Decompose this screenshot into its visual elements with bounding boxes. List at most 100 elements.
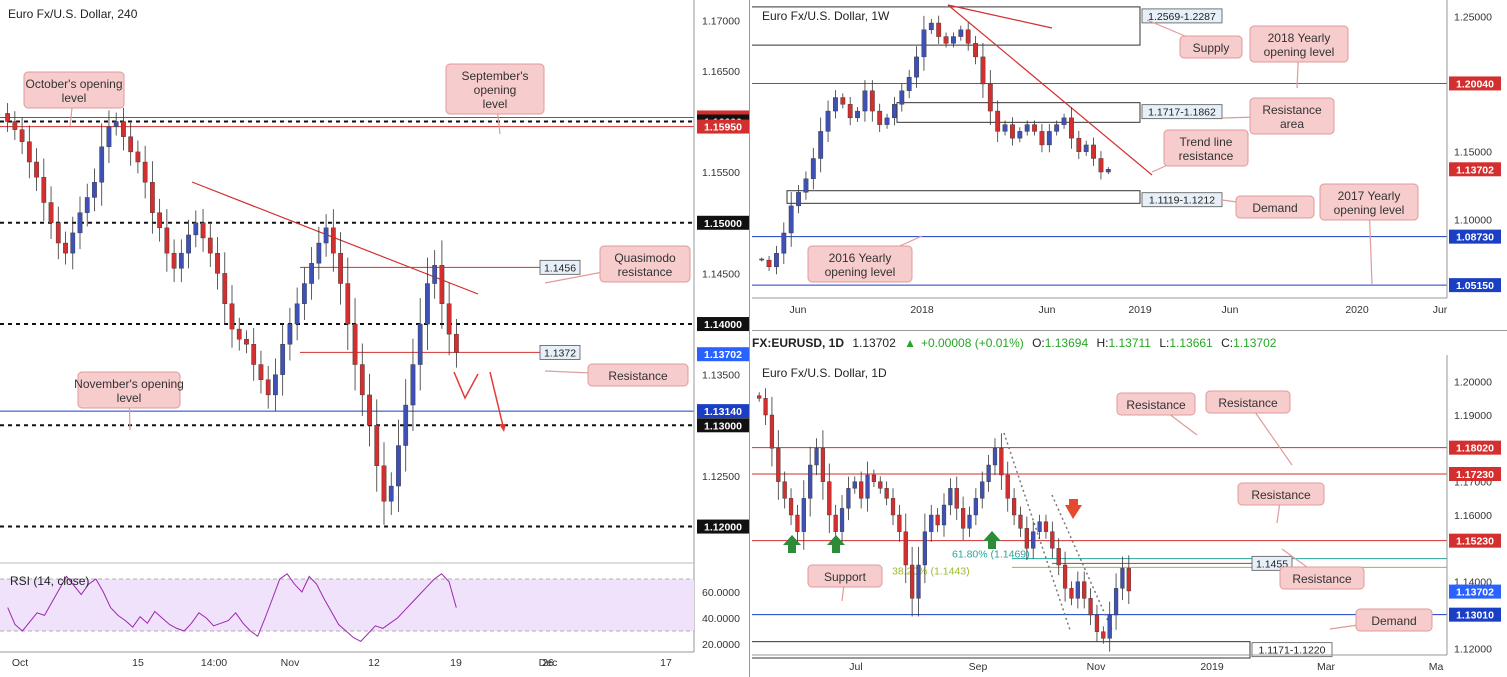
chart-1d-candle <box>814 448 819 466</box>
y-tick-4h: 1.15500 <box>702 167 740 179</box>
chart-1d-candle <box>871 474 877 482</box>
chart-1w-candle <box>892 104 897 119</box>
chart-1w-candle <box>759 258 765 261</box>
callout-support: Support <box>824 570 867 584</box>
chart-1w-candle <box>980 56 986 85</box>
chart-1d-candle <box>1088 598 1093 616</box>
chart-4h-candle <box>359 364 365 396</box>
chart-1w-candle <box>1039 131 1045 146</box>
chart-4h-candle <box>374 425 380 467</box>
x-tick-1d: Mar <box>1317 661 1336 673</box>
red-arrow-icon <box>453 371 479 400</box>
callout-quasimodo: Quasimodo resistance <box>614 251 676 279</box>
y-tick-4h: 1.13500 <box>702 370 740 382</box>
chart-1w-candle <box>987 83 993 112</box>
x-tick-4h: Oct <box>12 657 28 669</box>
chart-4h-title: Euro Fx/U.S. Dollar, 240 <box>8 7 138 21</box>
price-tag-1w-bg <box>1449 162 1501 177</box>
callout-demand-1w: Demand <box>1252 201 1297 215</box>
chart-1w-candle <box>877 110 883 125</box>
chart-1w-candle <box>833 97 838 112</box>
price-tag-4h: 1.14000 <box>704 319 742 331</box>
zone-label-1w: 1.1119-1.1212 <box>1149 195 1215 207</box>
quote-up-icon: ▲ <box>904 336 916 350</box>
chart-1d-candle <box>776 448 781 482</box>
zone-label-bg-1w <box>1141 192 1223 208</box>
chart-1w-panel[interactable]: Euro Fx/U.S. Dollar, 1W 1.2569-1.2287 1.17… <box>752 0 1507 331</box>
chart-1w-candle <box>951 36 956 44</box>
chart-4h-candle <box>63 242 68 254</box>
price-tag-1w-bg <box>1449 229 1501 244</box>
chart-1d-candle <box>992 448 998 466</box>
zone-label-1w: 1.1717-1.1862 <box>1148 107 1216 119</box>
callout-2017-yearly-box <box>1319 183 1419 221</box>
chart-4h-candle <box>454 333 459 353</box>
chart-4h-candle <box>135 151 141 163</box>
chart-4h-panel[interactable]: Euro Fx/U.S. Dollar, 240 1.1456 1.1372 1.17… <box>0 0 750 677</box>
chart-4h-candle <box>99 146 105 183</box>
chart-4h-candle <box>5 113 10 122</box>
chart-4h-candle <box>244 339 249 345</box>
chart-1d-candle <box>1037 521 1042 532</box>
x-tick-1d: Nov <box>1087 661 1106 673</box>
chart-4h-candle <box>70 232 76 254</box>
chart-1w-candle <box>847 104 853 119</box>
chart-1d-candle <box>973 498 978 516</box>
chart-4h-candle <box>12 121 18 130</box>
chart-1d-candle <box>769 414 775 449</box>
callout-supply: Supply <box>1193 41 1230 55</box>
callout-2017-yearly: 2017 Yearly opening level <box>1334 189 1405 217</box>
callout-november-box <box>77 371 181 409</box>
chart-4h-candle <box>323 227 329 244</box>
callout-2018-yearly-box <box>1249 25 1349 63</box>
callout-september-box <box>445 63 545 115</box>
chart-4h-candle <box>171 252 177 269</box>
chart-1w-candle <box>1083 144 1089 152</box>
chart-1w[interactable]: Euro Fx/U.S. Dollar, 1W 1.2569-1.2287 1.17… <box>752 0 1507 330</box>
chart-1d-candle <box>1043 521 1049 532</box>
trend-line-1w <box>947 4 1053 29</box>
chart-1d-candle <box>1101 631 1106 639</box>
chart-1d-candle <box>795 514 800 532</box>
y-tick-4h: 1.17000 <box>702 15 740 27</box>
chart-4h-candle <box>121 121 126 137</box>
quote-high-label: H: <box>1096 336 1109 350</box>
chart-4h-candle <box>106 126 112 148</box>
chart-1d-candle <box>852 481 857 489</box>
chart-4h-candle <box>446 303 452 335</box>
chart-1d-candle <box>961 508 966 529</box>
chart-1w-candle <box>1105 169 1111 173</box>
chart-1d-candle <box>948 488 953 506</box>
zone-box-1w <box>896 102 1141 123</box>
chart-4h-candle <box>302 283 307 304</box>
price-tag-1d-bg <box>1449 584 1501 599</box>
chart-1w-candle <box>1024 124 1030 132</box>
chart-4h[interactable]: Euro Fx/U.S. Dollar, 240 1.1456 1.1372 1.17… <box>0 0 749 677</box>
price-tag-1w: 1.08730 <box>1456 232 1494 244</box>
chart-1d-candle <box>1113 588 1119 616</box>
chart-4h-candle <box>417 323 423 365</box>
x-tick-1w: Jun <box>790 304 807 316</box>
chart-1w-candle <box>840 97 846 105</box>
fib-leg-1d <box>1003 432 1071 631</box>
chart-1w-candle <box>973 43 978 58</box>
callout-resistance-1d-c: Resistance <box>1251 488 1311 502</box>
callout-november: November's opening level <box>74 377 184 405</box>
chart-1d[interactable]: Euro Fx/U.S. Dollar, 1D 1.1171-1.1220 61.8… <box>752 355 1507 677</box>
chart-4h-candle <box>432 265 438 284</box>
chart-1w-candle <box>1091 144 1096 159</box>
chart-1w-candle <box>899 90 905 105</box>
chart-1w-candle <box>788 205 794 234</box>
chart-1d-candle <box>986 464 991 482</box>
quote-price: 1.13702 <box>852 336 896 350</box>
chart-1d-candle <box>1031 531 1036 549</box>
x-tick-1w: Jun <box>1039 304 1056 316</box>
chart-1d-candle <box>763 398 768 416</box>
y-tick-1w: 1.10000 <box>1454 214 1492 226</box>
chart-1d-candle <box>922 531 927 566</box>
chart-4h-candle <box>367 394 372 426</box>
chart-1d-panel[interactable]: Euro Fx/U.S. Dollar, 1D 1.1171-1.1220 61.8… <box>752 355 1507 677</box>
callout-resistance-1d-b-box <box>1205 390 1291 414</box>
quote-low: 1.13661 <box>1169 336 1213 350</box>
price-tag-1d-bg <box>1449 467 1501 481</box>
